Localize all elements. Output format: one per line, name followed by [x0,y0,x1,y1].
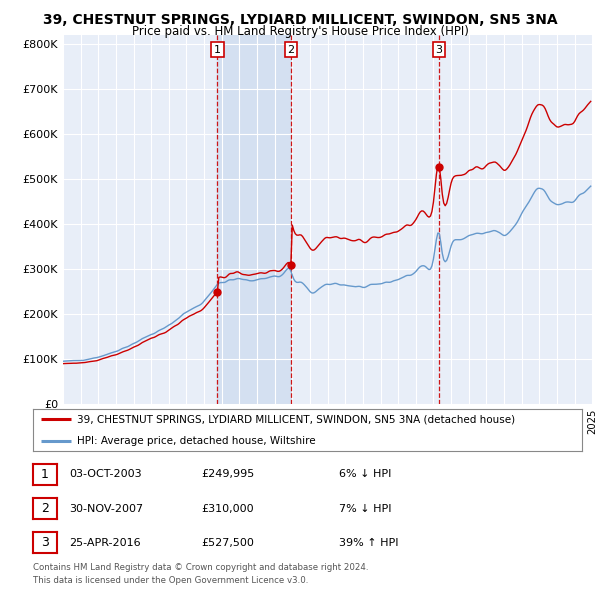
Text: 1: 1 [214,45,221,55]
Text: 30-NOV-2007: 30-NOV-2007 [69,504,143,513]
Text: 3: 3 [41,536,49,549]
Text: Price paid vs. HM Land Registry's House Price Index (HPI): Price paid vs. HM Land Registry's House … [131,25,469,38]
Text: 2: 2 [287,45,295,55]
Text: £249,995: £249,995 [201,470,254,479]
Text: 1: 1 [41,468,49,481]
Bar [217,35,291,404]
Text: 39% ↑ HPI: 39% ↑ HPI [339,538,398,548]
Text: HPI: Average price, detached house, Wiltshire: HPI: Average price, detached house, Wilt… [77,436,316,445]
Text: 6% ↓ HPI: 6% ↓ HPI [339,470,391,479]
Text: 39, CHESTNUT SPRINGS, LYDIARD MILLICENT, SWINDON, SN5 3NA: 39, CHESTNUT SPRINGS, LYDIARD MILLICENT,… [43,13,557,27]
Text: This data is licensed under the Open Government Licence v3.0.: This data is licensed under the Open Gov… [33,576,308,585]
Text: 39, CHESTNUT SPRINGS, LYDIARD MILLICENT, SWINDON, SN5 3NA (detached house): 39, CHESTNUT SPRINGS, LYDIARD MILLICENT,… [77,415,515,424]
Text: 25-APR-2016: 25-APR-2016 [69,538,140,548]
Text: 7% ↓ HPI: 7% ↓ HPI [339,504,391,513]
Text: 03-OCT-2003: 03-OCT-2003 [69,470,142,479]
Text: £527,500: £527,500 [201,538,254,548]
Text: Contains HM Land Registry data © Crown copyright and database right 2024.: Contains HM Land Registry data © Crown c… [33,563,368,572]
Text: £310,000: £310,000 [201,504,254,513]
Text: 3: 3 [436,45,443,55]
Text: 2: 2 [41,502,49,515]
